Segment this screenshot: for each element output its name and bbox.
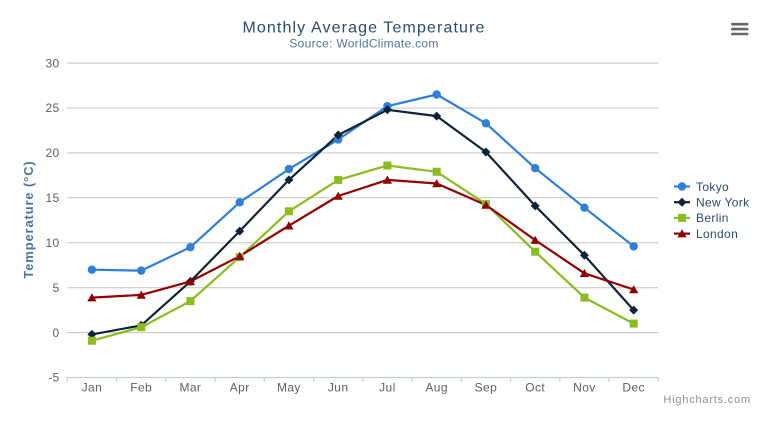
svg-text:Monthly Average Temperature: Monthly Average Temperature bbox=[242, 20, 485, 37]
svg-text:Jun: Jun bbox=[328, 380, 349, 394]
svg-text:Temperature (°C): Temperature (°C) bbox=[21, 160, 36, 278]
svg-text:Oct: Oct bbox=[525, 380, 545, 394]
svg-text:Sep: Sep bbox=[475, 380, 498, 394]
svg-text:Jul: Jul bbox=[379, 380, 396, 394]
svg-text:Aug: Aug bbox=[425, 380, 448, 394]
svg-text:0: 0 bbox=[53, 326, 60, 340]
svg-text:Source: WorldClimate.com: Source: WorldClimate.com bbox=[289, 37, 438, 51]
svg-text:10: 10 bbox=[46, 236, 60, 250]
svg-text:Berlin: Berlin bbox=[696, 211, 729, 225]
svg-text:May: May bbox=[277, 380, 301, 394]
svg-text:15: 15 bbox=[46, 191, 60, 205]
svg-text:25: 25 bbox=[46, 101, 60, 115]
svg-text:30: 30 bbox=[46, 56, 60, 70]
svg-text:Dec: Dec bbox=[622, 380, 645, 394]
svg-text:20: 20 bbox=[46, 146, 60, 160]
svg-text:New York: New York bbox=[696, 196, 750, 210]
svg-text:Highcharts.com: Highcharts.com bbox=[663, 394, 751, 406]
svg-text:Nov: Nov bbox=[573, 380, 596, 394]
svg-text:5: 5 bbox=[53, 281, 60, 295]
svg-text:Jan: Jan bbox=[82, 380, 103, 394]
svg-text:-5: -5 bbox=[48, 371, 59, 385]
svg-text:Mar: Mar bbox=[179, 380, 201, 394]
svg-text:Feb: Feb bbox=[130, 380, 152, 394]
svg-text:Apr: Apr bbox=[230, 380, 250, 394]
svg-text:Tokyo: Tokyo bbox=[696, 180, 729, 194]
svg-text:London: London bbox=[696, 227, 738, 241]
